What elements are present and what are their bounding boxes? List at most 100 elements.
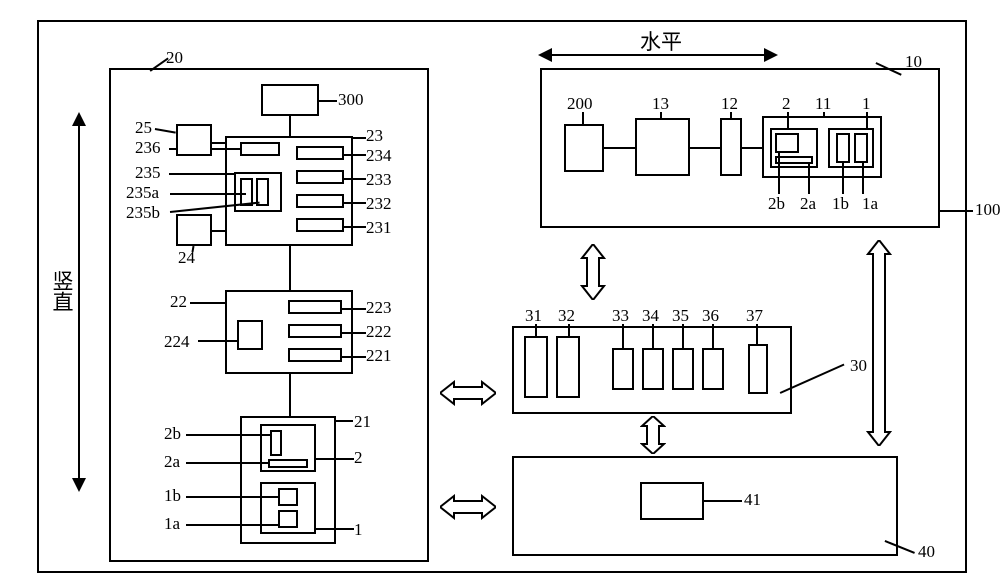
leader-1-top <box>866 112 868 128</box>
label-223: 223 <box>366 298 392 318</box>
box-13 <box>635 118 690 176</box>
label-13: 13 <box>652 94 669 114</box>
box-2b-bot <box>270 430 282 456</box>
label-32: 32 <box>558 306 575 326</box>
box-1b-top <box>836 133 850 163</box>
label-2a-bot: 2a <box>164 452 180 472</box>
label-12: 12 <box>721 94 738 114</box>
box-32 <box>556 336 580 398</box>
leader-1a-bot <box>186 524 278 526</box>
l2atop <box>808 162 810 194</box>
leader-2a-bot <box>186 462 270 464</box>
label-221: 221 <box>366 346 392 366</box>
label-2b-top: 2b <box>768 194 785 214</box>
label-2-bot: 2 <box>354 448 363 468</box>
leader-12 <box>730 112 732 118</box>
box-300 <box>261 84 319 116</box>
line-24-23 <box>212 230 225 232</box>
box-2a-bot <box>268 459 308 468</box>
label-236: 236 <box>135 138 161 158</box>
label-233: 233 <box>366 170 392 190</box>
box-221 <box>288 348 342 362</box>
label-2b-bot: 2b <box>164 424 181 444</box>
box-1b-bot <box>278 488 298 506</box>
line-25-23 <box>212 142 225 144</box>
label-235b: 235b <box>126 203 160 223</box>
arrow-10-40 <box>866 240 892 446</box>
leader-232 <box>344 202 366 204</box>
leader-235a <box>170 193 246 195</box>
label-1a-top: 1a <box>862 194 878 214</box>
arrow-horizontal <box>538 48 778 62</box>
leader-37 <box>756 324 758 344</box>
arrow-30-10-left <box>580 244 606 300</box>
leader-35 <box>682 324 684 348</box>
label-2-top: 2 <box>782 94 791 114</box>
line-200-13 <box>604 147 635 149</box>
label-231: 231 <box>366 218 392 238</box>
leader-300 <box>319 100 337 102</box>
label-222: 222 <box>366 322 392 342</box>
line-13-12 <box>690 147 720 149</box>
leader-32 <box>568 324 570 336</box>
leader-224 <box>198 340 238 342</box>
diagram-canvas: 100 水平 竖直 10 200 13 12 2 11 1 <box>0 0 1000 588</box>
box-31 <box>524 336 548 398</box>
label-21: 21 <box>354 412 371 432</box>
leader-36 <box>712 324 714 348</box>
box-233 <box>296 170 344 184</box>
l2btop <box>778 152 780 194</box>
label-234: 234 <box>366 146 392 166</box>
leader-1b-bot <box>186 496 278 498</box>
leader-200 <box>582 112 584 124</box>
label-11: 11 <box>815 94 831 114</box>
label-36: 36 <box>702 306 719 326</box>
label-33: 33 <box>612 306 629 326</box>
leader-31 <box>535 324 537 336</box>
label-224: 224 <box>164 332 190 352</box>
l1btop <box>842 162 844 194</box>
leader-23 <box>352 137 366 139</box>
box-236 <box>240 142 280 156</box>
label-30: 30 <box>850 356 867 376</box>
arrow-20-40 <box>440 494 496 520</box>
leader-13 <box>660 112 662 118</box>
leader-22 <box>190 302 225 304</box>
box-222 <box>288 324 342 338</box>
leader-2-bot <box>316 458 354 460</box>
leader-222 <box>342 332 366 334</box>
leader-2b-bot <box>186 434 270 436</box>
label-37: 37 <box>746 306 763 326</box>
box-36 <box>702 348 724 390</box>
label-41: 41 <box>744 490 761 510</box>
box-232 <box>296 194 344 208</box>
label-235a: 235a <box>126 183 159 203</box>
box-35 <box>672 348 694 390</box>
label-300: 300 <box>338 90 364 110</box>
box-40 <box>512 456 898 556</box>
label-235: 235 <box>135 163 161 183</box>
box-231 <box>296 218 344 232</box>
leader-21 <box>335 420 353 422</box>
line-12-11 <box>742 147 762 149</box>
box-37 <box>748 344 768 394</box>
line-22-21 <box>289 374 291 416</box>
box-223 <box>288 300 342 314</box>
leader-221 <box>342 356 366 358</box>
label-10: 10 <box>905 52 922 72</box>
leader-41 <box>704 500 742 502</box>
label-1a-bot: 1a <box>164 514 180 534</box>
label-31: 31 <box>525 306 542 326</box>
label-200: 200 <box>567 94 593 114</box>
leader-235 <box>169 173 235 175</box>
box-234 <box>296 146 344 160</box>
label-35: 35 <box>672 306 689 326</box>
arrow-20-30 <box>440 380 496 406</box>
label-25: 25 <box>135 118 152 138</box>
label-1-top: 1 <box>862 94 871 114</box>
leader-11 <box>823 112 825 116</box>
leader-234 <box>344 154 366 156</box>
box-25 <box>176 124 212 156</box>
label-1b-bot: 1b <box>164 486 181 506</box>
box-34 <box>642 348 664 390</box>
